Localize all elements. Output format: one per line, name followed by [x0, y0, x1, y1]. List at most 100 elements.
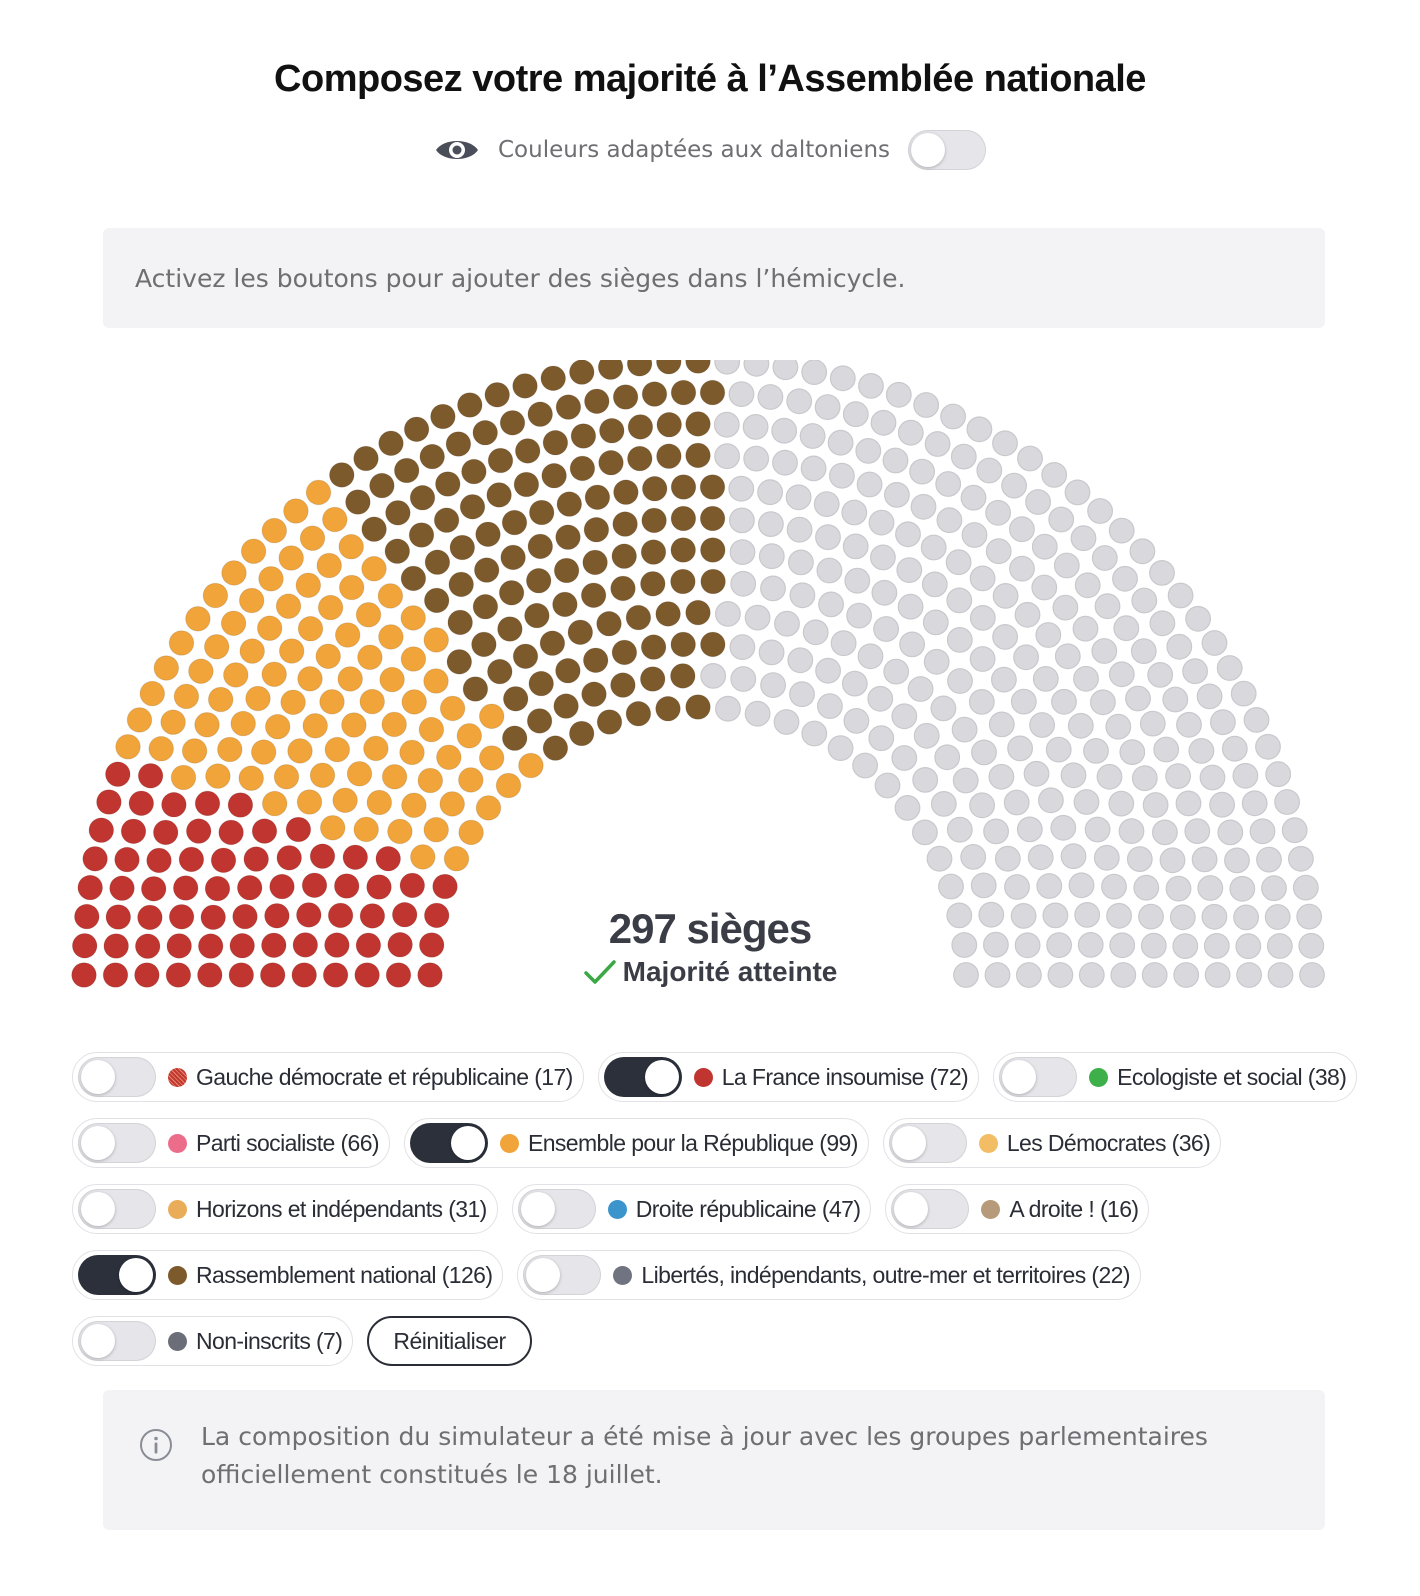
seat-filled — [172, 875, 199, 901]
group-toggle[interactable] — [409, 1123, 488, 1163]
group-chip-gdr[interactable]: Gauche démocrate et républicaine (17) — [72, 1052, 584, 1102]
majority-label: Majorité atteinte — [622, 956, 838, 987]
seat-filled — [432, 873, 458, 900]
group-toggle[interactable] — [78, 1255, 156, 1295]
seat-empty — [1265, 761, 1292, 788]
toggle-knob — [526, 1258, 561, 1292]
seat-empty — [897, 419, 924, 446]
group-toggle[interactable] — [78, 1321, 156, 1361]
seat-filled — [439, 695, 466, 722]
seat-filled — [626, 360, 653, 377]
group-chip-rn[interactable]: Rassemblement national (126) — [72, 1250, 504, 1300]
seat-filled — [230, 710, 256, 737]
group-toggle[interactable] — [888, 1123, 967, 1163]
seat-empty — [1037, 787, 1064, 814]
seat-filled — [96, 789, 122, 815]
group-toggle[interactable] — [603, 1057, 682, 1097]
seat-empty — [1243, 707, 1270, 733]
group-label: Libertés, indépendants, outre-mer et ter… — [641, 1261, 1130, 1288]
seat-filled — [353, 445, 379, 472]
seat-empty — [1031, 574, 1058, 601]
seat-filled — [250, 739, 277, 765]
seat-empty — [799, 423, 826, 449]
seat-filled — [120, 818, 147, 845]
reset-button[interactable]: Réinitialiser — [367, 1316, 532, 1366]
group-color-dot — [978, 1133, 998, 1153]
colorblind-toggle[interactable] — [908, 130, 987, 170]
group-chip-ecologiste[interactable]: Ecologiste et social (38) — [993, 1052, 1358, 1102]
seat-filled — [567, 619, 594, 646]
group-chip-horizons[interactable]: Horizons et indépendants (31) — [72, 1184, 498, 1234]
group-label: Droite républicaine (47) — [635, 1195, 861, 1222]
seat-empty — [1199, 764, 1226, 791]
seat-filled — [194, 790, 221, 817]
seat-filled — [400, 646, 427, 672]
seat-filled — [280, 689, 306, 716]
seat-empty — [760, 672, 786, 699]
group-chip-dr[interactable]: Droite républicaine (47) — [511, 1184, 872, 1234]
seat-empty — [868, 725, 895, 752]
seat-empty — [910, 493, 937, 520]
group-toggle[interactable] — [999, 1057, 1078, 1097]
group-toggle[interactable] — [78, 1189, 156, 1229]
seat-filled — [301, 872, 328, 899]
seat-filled — [137, 763, 164, 789]
seat-filled — [581, 681, 607, 708]
seat-filled — [527, 401, 554, 428]
seat-filled — [379, 666, 405, 693]
group-chip-epr[interactable]: Ensemble pour la République (99) — [403, 1118, 869, 1168]
group-chip-non-inscrits[interactable]: Non-inscrits (7) — [72, 1316, 354, 1366]
seat-empty — [827, 429, 854, 456]
seat-empty — [1241, 790, 1268, 817]
seat-filled — [194, 712, 220, 738]
group-chip-a-droite[interactable]: A droite ! (16) — [885, 1184, 1150, 1234]
group-chip-ps[interactable]: Parti socialiste (66) — [72, 1118, 390, 1168]
group-toggle[interactable] — [517, 1189, 596, 1229]
seat-empty — [1173, 962, 1200, 988]
seat-filled — [580, 582, 607, 609]
seat-filled — [305, 479, 332, 506]
group-chip-liot[interactable]: Libertés, indépendants, outre-mer et ter… — [517, 1250, 1141, 1300]
seat-empty — [1108, 517, 1135, 544]
seat-empty — [1108, 790, 1135, 817]
seat-filled — [670, 663, 696, 689]
seat-empty — [984, 962, 1011, 988]
group-toggle[interactable] — [891, 1189, 970, 1229]
seat-filled — [221, 560, 247, 586]
seat-empty — [1035, 622, 1062, 648]
seat-filled — [126, 707, 153, 733]
group-toggle[interactable] — [78, 1057, 156, 1097]
seat-empty — [730, 570, 757, 597]
seat-empty — [827, 735, 854, 762]
seat-empty — [1051, 688, 1077, 715]
seat-filled — [327, 902, 354, 929]
seat-empty — [946, 587, 973, 614]
seat-filled — [410, 844, 436, 870]
seat-empty — [894, 795, 921, 821]
seat-filled — [514, 438, 541, 464]
seat-filled — [338, 574, 365, 601]
seat-empty — [844, 567, 871, 594]
seat-empty — [1261, 875, 1287, 902]
seat-empty — [983, 931, 1009, 958]
seat-empty — [1053, 552, 1080, 579]
group-toggle-list: Gauche démocrate et républicaine (17) La… — [72, 1052, 1358, 1382]
seat-filled — [319, 815, 346, 841]
seat-filled — [423, 668, 449, 694]
seat-empty — [1001, 472, 1027, 499]
seat-filled — [381, 764, 408, 790]
seat-empty — [1287, 845, 1314, 872]
seat-empty — [713, 411, 740, 438]
seat-filled — [283, 498, 309, 524]
seat-filled — [472, 419, 499, 446]
seat-empty — [842, 533, 869, 560]
seat-filled — [168, 630, 195, 656]
group-toggle[interactable] — [78, 1123, 156, 1163]
group-chip-democrates[interactable]: Les Démocrates (36) — [882, 1118, 1222, 1168]
colorblind-setting: Couleurs adaptées aux daltoniens — [0, 128, 1420, 172]
group-color-dot — [168, 1331, 187, 1351]
group-chip-lfi[interactable]: La France insoumise (72) — [597, 1052, 980, 1102]
seat-empty — [1093, 844, 1120, 871]
group-toggle[interactable] — [523, 1255, 602, 1295]
seat-empty — [946, 902, 973, 929]
